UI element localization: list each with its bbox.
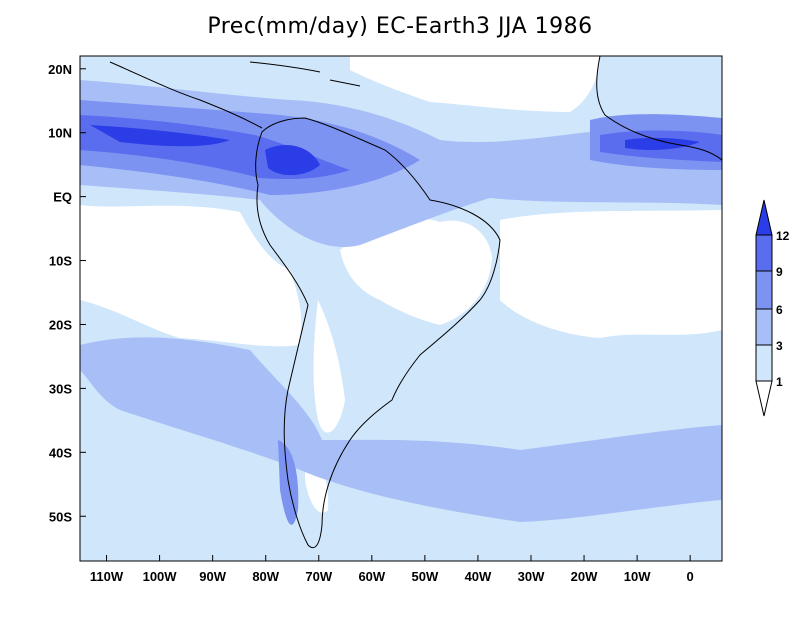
colorbar-cap-top: [755, 199, 773, 236]
colorbar-box-3-6: [755, 308, 773, 346]
coastline-africa: [596, 56, 722, 161]
longitude-axis: 110W 100W 90W 80W 70W 60W 50W 40W 30W 20W 10W 0: [90, 555, 694, 584]
colorbar-label: 6: [776, 303, 783, 317]
map-frame: [79, 55, 723, 562]
lon-tick-label: 20W: [571, 569, 598, 584]
colorbar-label: 3: [776, 339, 783, 353]
lon-tick-label: 50W: [412, 569, 439, 584]
dry-region-south-atlantic: [500, 210, 722, 338]
lon-tick-label: 60W: [358, 569, 385, 584]
lon-tick-label: 110W: [90, 569, 124, 584]
lat-tick-label: 20N: [48, 62, 72, 77]
lon-tick-label: 0: [687, 569, 694, 584]
coastline-south-america: [255, 117, 501, 549]
colorbar-label: 9: [776, 265, 783, 279]
dry-region-argentina: [313, 300, 345, 433]
colorbar-box-9-12: [755, 234, 773, 272]
precip-itcz-max: [90, 125, 230, 147]
precip-colombia-max: [265, 145, 320, 176]
lat-tick-label: 30S: [49, 381, 72, 396]
dry-region-southeast-pacific: [80, 205, 302, 347]
colorbar-label: 12: [776, 229, 790, 243]
lon-tick-label: 70W: [305, 569, 332, 584]
dry-region-brazil: [340, 218, 492, 325]
lat-tick-label: EQ: [53, 190, 72, 205]
lon-tick-label: 10W: [624, 569, 651, 584]
lon-tick-label: 40W: [465, 569, 492, 584]
colorbar-box-6-9: [755, 270, 773, 310]
lat-tick-label: 20S: [49, 317, 72, 332]
colorbar-label: 1: [776, 375, 783, 389]
lon-tick-label: 30W: [518, 569, 545, 584]
precip-southern-storm-track: [80, 337, 722, 522]
colorbar: 12 9 6 3 1: [755, 199, 790, 417]
lon-tick-label: 100W: [143, 569, 178, 584]
lat-tick-label: 10S: [49, 254, 72, 269]
lon-tick-label: 90W: [199, 569, 226, 584]
lon-tick-label: 80W: [252, 569, 279, 584]
precip-field: [80, 56, 722, 561]
lat-tick-label: 50S: [49, 509, 72, 524]
colorbar-box-1-3: [755, 344, 773, 382]
map-title: Prec(mm/day) EC-Earth3 JJA 1986: [207, 14, 593, 39]
coastline-central-america: [109, 61, 263, 129]
lat-tick-label: 10N: [48, 126, 72, 141]
coastline-caribbean-islands: [249, 61, 361, 87]
latitude-axis: 20N 10N EQ 10S 20S 30S 40S 50S: [48, 62, 86, 524]
colorbar-cap-bottom: [755, 380, 773, 417]
precip-africa-max: [625, 137, 700, 150]
lat-tick-label: 40S: [49, 445, 72, 460]
dry-region-north-atlantic: [350, 56, 600, 112]
